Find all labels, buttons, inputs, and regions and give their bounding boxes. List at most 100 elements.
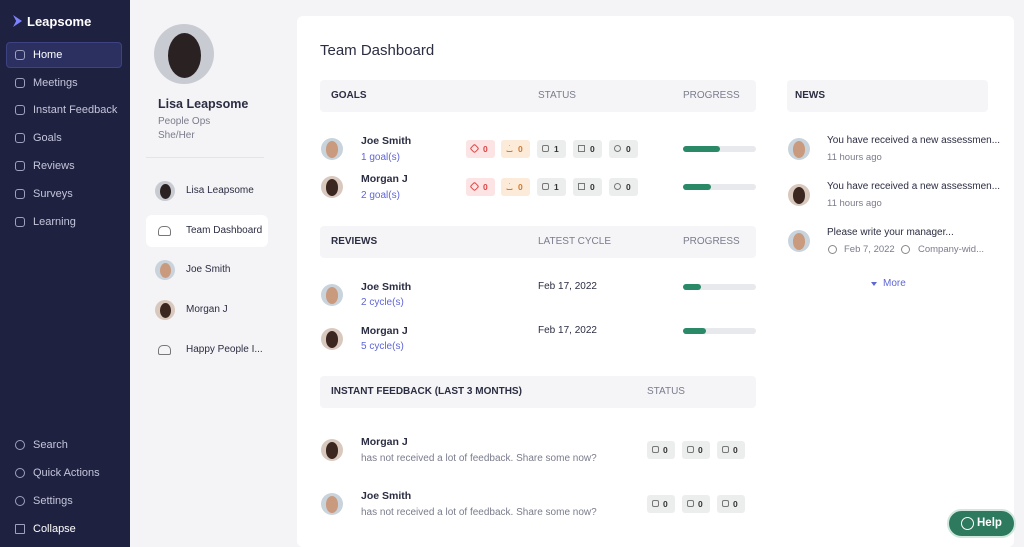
status-badge[interactable] — [573, 178, 602, 196]
logo: Leapsome — [27, 14, 92, 29]
avatar-face — [792, 187, 806, 204]
nav-icon — [15, 496, 25, 506]
column-header: STATUS — [647, 386, 685, 397]
nav-item[interactable]: Collapse — [33, 523, 76, 535]
status-badge[interactable] — [501, 178, 530, 196]
help-icon — [961, 517, 974, 530]
more-icon — [871, 282, 877, 286]
nav-item[interactable]: Surveys — [33, 188, 73, 200]
column-header: PROGRESS — [683, 90, 740, 101]
badge-icon — [614, 145, 621, 152]
status-badge[interactable] — [717, 441, 745, 459]
badge-icon — [542, 145, 549, 152]
people-item[interactable]: Team Dashboard — [186, 225, 263, 236]
column-header: GOALS — [331, 90, 367, 101]
badge-icon — [578, 145, 585, 152]
status-badge[interactable] — [537, 140, 566, 158]
row-link[interactable]: 1 goal(s) — [361, 152, 400, 163]
status-badge[interactable] — [609, 178, 638, 196]
progress-fill — [683, 328, 707, 334]
nav-active — [6, 42, 122, 68]
people-item[interactable]: Happy People I... — [186, 344, 263, 355]
badge-count: 0 — [663, 499, 668, 509]
badge-count: 0 — [483, 144, 488, 154]
news-avatar — [788, 138, 810, 160]
avatar-face — [159, 184, 171, 199]
section-header — [320, 376, 756, 408]
badge-icon — [506, 145, 513, 152]
badge-count: 0 — [698, 499, 703, 509]
group-icon — [158, 345, 171, 355]
nav-icon — [15, 133, 25, 143]
row-name: Joe Smith — [361, 281, 412, 293]
person-avatar — [155, 260, 175, 280]
row-link[interactable]: 5 cycle(s) — [361, 341, 404, 352]
nav-item[interactable]: Home — [33, 49, 63, 61]
nav-item[interactable]: Reviews — [33, 160, 75, 172]
news-text[interactable]: You have received a new assessmen... — [827, 135, 1001, 146]
status-badge[interactable] — [466, 140, 495, 158]
badge-count: 0 — [626, 182, 631, 192]
nav-item[interactable]: Goals — [33, 132, 62, 144]
row-name: Morgan J — [361, 436, 408, 448]
person-avatar — [155, 181, 175, 201]
news-avatar — [788, 230, 810, 252]
badge-icon — [542, 183, 549, 190]
avatar-face — [159, 303, 171, 318]
nav-item[interactable]: Meetings — [33, 77, 78, 89]
badge-count: 0 — [518, 182, 523, 192]
badge-count: 0 — [698, 445, 703, 455]
nav-item[interactable]: Learning — [33, 216, 76, 228]
news-text[interactable]: You have received a new assessmen... — [827, 181, 1001, 192]
badge-icon — [687, 446, 694, 453]
status-badge[interactable] — [466, 178, 495, 196]
help-button[interactable] — [947, 509, 1016, 538]
badge-count: 1 — [554, 144, 559, 154]
nav-item[interactable]: Instant Feedback — [33, 104, 118, 116]
news-scope: Company-wid... — [918, 244, 984, 255]
status-badge[interactable] — [682, 441, 710, 459]
person-avatar — [155, 300, 175, 320]
badge-icon — [469, 181, 480, 192]
badge-icon — [652, 500, 659, 507]
more-link[interactable]: More — [883, 278, 906, 289]
section-header — [320, 226, 756, 258]
nav-item[interactable]: Search — [33, 439, 68, 451]
nav-item[interactable]: Quick Actions — [33, 467, 100, 479]
news-text[interactable]: Please write your manager... — [827, 227, 954, 238]
status-badge[interactable] — [647, 441, 675, 459]
cycle-date: Feb 17, 2022 — [538, 325, 597, 336]
nav-icon — [15, 440, 25, 450]
column-header: PROGRESS — [683, 236, 740, 247]
status-badge[interactable] — [717, 495, 745, 513]
nav-item[interactable]: Settings — [33, 495, 73, 507]
row-link[interactable]: 2 cycle(s) — [361, 297, 404, 308]
news-avatar — [788, 184, 810, 206]
status-badge[interactable] — [647, 495, 675, 513]
row-name: Morgan J — [361, 325, 408, 337]
row-avatar — [321, 176, 343, 198]
status-badge[interactable] — [501, 140, 530, 158]
badge-icon — [506, 183, 513, 190]
status-badge[interactable] — [609, 140, 638, 158]
badge-icon — [652, 446, 659, 453]
people-item[interactable]: Lisa Leapsome — [186, 185, 254, 196]
people-item[interactable]: Joe Smith — [186, 264, 231, 275]
badge-icon — [722, 446, 729, 453]
avatar-face — [159, 263, 171, 278]
badge-count: 0 — [663, 445, 668, 455]
badge-count: 0 — [518, 144, 523, 154]
status-badge[interactable] — [573, 140, 602, 158]
nav-icon — [15, 217, 25, 227]
row-avatar — [321, 138, 343, 160]
badge-icon — [687, 500, 694, 507]
badge-icon — [469, 143, 480, 154]
avatar-face — [325, 442, 339, 459]
badge-count: 1 — [554, 182, 559, 192]
status-badge[interactable] — [682, 495, 710, 513]
status-badge[interactable] — [537, 178, 566, 196]
people-item[interactable]: Morgan J — [186, 304, 228, 315]
progress-track — [683, 184, 756, 190]
badge-count: 0 — [483, 182, 488, 192]
row-link[interactable]: 2 goal(s) — [361, 190, 400, 201]
